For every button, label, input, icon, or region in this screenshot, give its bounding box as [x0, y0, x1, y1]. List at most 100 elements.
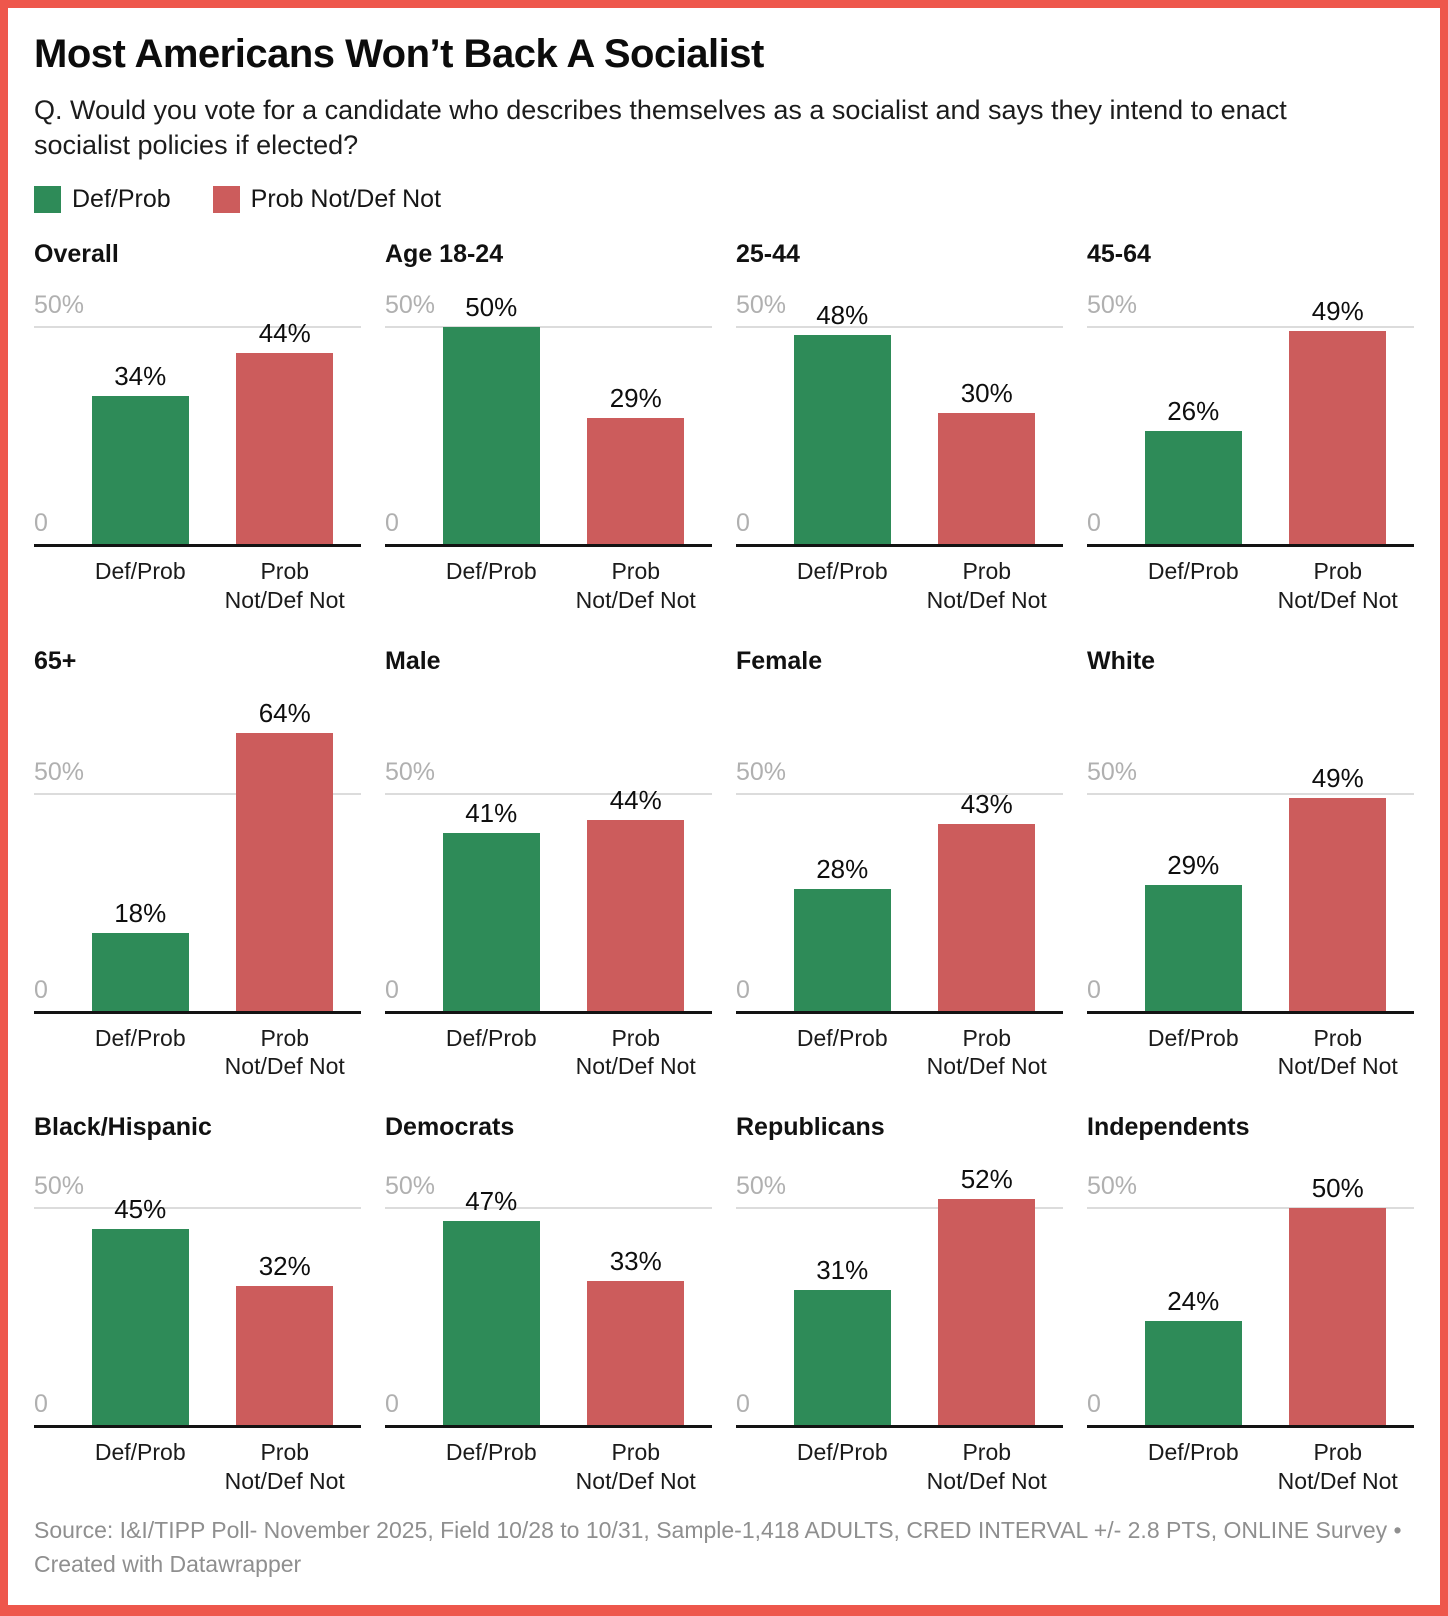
- gridline-50-percent: [1087, 326, 1414, 329]
- legend: Def/Prob Prob Not/Def Not: [34, 185, 1414, 214]
- x-axis-labels: Def/Prob Prob Not/Def Not: [770, 1024, 1059, 1082]
- x-axis-label: Prob Not/Def Not: [1277, 558, 1398, 613]
- panel-republicans: Republicans 50% 0 31% 52% Def/Prob Prob Not/Def…: [736, 1113, 1063, 1496]
- gridline-50-percent: [736, 326, 1063, 329]
- gridline-50-percent: [385, 792, 712, 795]
- bar-value-label: 48%: [816, 300, 869, 331]
- bars-group: 45% 32%: [68, 1156, 358, 1426]
- bars-group: 28% 43%: [770, 690, 1059, 1011]
- x-axis-labels: Def/Prob Prob Not/Def Not: [1121, 1438, 1410, 1496]
- bar-slot: 33%: [564, 1246, 709, 1426]
- panel-25-44: 25-44 50% 0 48% 30% Def/Prob Prob Not/Def Not: [736, 240, 1063, 615]
- x-axis-label: Prob Not/Def Not: [575, 1024, 696, 1080]
- bar-def-prob[interactable]: [793, 335, 891, 545]
- bar-slot: 18%: [68, 900, 213, 1011]
- y-tick-0: 0: [34, 975, 48, 1004]
- bar-prob-not-def-not[interactable]: [1289, 331, 1387, 545]
- bar-prob-not-def-not[interactable]: [587, 418, 685, 545]
- panel-female: Female 50% 0 28% 43% Def/Prob Prob Not/Def Not: [736, 647, 1063, 1082]
- bar-def-prob[interactable]: [442, 832, 540, 1011]
- bar-value-label: 28%: [816, 853, 869, 884]
- panel-plot: 50% 0 41% 44%: [385, 690, 712, 1014]
- y-tick-0: 0: [34, 509, 48, 538]
- x-axis-label: Def/Prob: [94, 1439, 186, 1466]
- y-tick-0: 0: [385, 975, 399, 1004]
- panel-title: Democrats: [385, 1113, 515, 1142]
- bar-slot: 45%: [68, 1196, 213, 1426]
- bar-prob-not-def-not[interactable]: [1289, 1208, 1387, 1426]
- panel-plot: 50% 0 28% 43%: [736, 690, 1063, 1014]
- bar-slot: 30%: [915, 378, 1060, 545]
- bars-group: 24% 50%: [1121, 1156, 1411, 1426]
- panel-plot: 50% 0 29% 49%: [1087, 690, 1414, 1014]
- bar-slot: 26%: [1121, 398, 1266, 545]
- bar-slot: 31%: [770, 1257, 915, 1426]
- bar-slot: 32%: [213, 1253, 358, 1426]
- gridline-50-percent: [1087, 792, 1414, 795]
- bar-slot: 41%: [419, 800, 564, 1011]
- bar-slot: 44%: [213, 320, 358, 545]
- x-axis-label: Prob Not/Def Not: [1277, 1439, 1398, 1494]
- x-axis-labels: Def/Prob Prob Not/Def Not: [68, 557, 357, 615]
- bar-value-label: 43%: [960, 788, 1013, 819]
- bar-prob-not-def-not[interactable]: [236, 732, 334, 1011]
- gridline-50-percent: [385, 326, 712, 329]
- bar-value-label: 44%: [609, 784, 662, 815]
- bars-group: 47% 33%: [419, 1156, 709, 1426]
- bar-prob-not-def-not[interactable]: [587, 1281, 685, 1426]
- gridline-50-percent: [34, 792, 361, 795]
- bar-def-prob[interactable]: [442, 1221, 540, 1426]
- bar-def-prob[interactable]: [1144, 431, 1242, 545]
- bar-def-prob[interactable]: [793, 888, 891, 1011]
- legend-swatch-red: [212, 186, 240, 214]
- y-tick-0: 0: [385, 1390, 399, 1419]
- x-axis-label: Prob Not/Def Not: [926, 1024, 1047, 1080]
- bar-prob-not-def-not[interactable]: [1289, 797, 1387, 1011]
- bar-value-label: 30%: [960, 378, 1013, 409]
- bar-value-label: 29%: [1167, 849, 1220, 880]
- x-axis-label: Def/Prob: [94, 1024, 186, 1051]
- bar-value-label: 50%: [1311, 1173, 1364, 1204]
- y-tick-50: 50%: [385, 757, 436, 786]
- panel-white: White 50% 0 29% 49% Def/Prob Prob Not/Def Not: [1087, 647, 1414, 1082]
- x-axis-label: Def/Prob: [796, 558, 888, 585]
- x-axis-labels: Def/Prob Prob Not/Def Not: [68, 1024, 357, 1082]
- bar-def-prob[interactable]: [793, 1290, 891, 1426]
- x-axis-labels: Def/Prob Prob Not/Def Not: [419, 557, 708, 615]
- bar-slot: 44%: [564, 787, 709, 1011]
- panel-title: White: [1087, 646, 1156, 675]
- chart-subtitle: Q. Would you vote for a candidate who de…: [34, 95, 1287, 161]
- bar-slot: 48%: [770, 300, 915, 545]
- legend-label: Prob Not/Def Not: [250, 185, 442, 214]
- bar-prob-not-def-not[interactable]: [938, 823, 1036, 1011]
- bar-prob-not-def-not[interactable]: [236, 353, 334, 545]
- bar-slot: 50%: [1266, 1173, 1411, 1426]
- bar-prob-not-def-not[interactable]: [587, 819, 685, 1011]
- bar-def-prob[interactable]: [91, 396, 189, 545]
- bar-def-prob[interactable]: [91, 1229, 189, 1426]
- x-axis-label: Prob Not/Def Not: [224, 1439, 345, 1494]
- x-axis-label: Prob Not/Def Not: [575, 1439, 696, 1494]
- x-axis-labels: Def/Prob Prob Not/Def Not: [68, 1438, 357, 1496]
- bar-def-prob[interactable]: [1144, 884, 1242, 1011]
- bar-def-prob[interactable]: [1144, 1321, 1242, 1426]
- bar-def-prob[interactable]: [442, 327, 540, 545]
- bar-value-label: 24%: [1167, 1286, 1220, 1317]
- bar-slot: 47%: [419, 1188, 564, 1426]
- bars-group: 48% 30%: [770, 283, 1060, 545]
- panel-plot: 50% 0 45% 32%: [34, 1156, 361, 1429]
- bar-slot: 28%: [770, 856, 915, 1011]
- bar-slot: 64%: [213, 700, 358, 1011]
- bar-prob-not-def-not[interactable]: [938, 413, 1036, 545]
- panel-age-18-24: Age 18-24 50% 0 50% 29% Def/Prob Prob Not/Def N…: [385, 240, 712, 615]
- x-axis-label: Prob Not/Def Not: [926, 1439, 1047, 1494]
- bar-value-label: 29%: [609, 383, 662, 414]
- panel-overall: Overall 50% 0 34% 44% Def/Prob Prob Not/Def Not: [34, 240, 361, 615]
- bar-prob-not-def-not[interactable]: [236, 1286, 334, 1426]
- bar-value-label: 41%: [465, 797, 518, 828]
- bar-def-prob[interactable]: [91, 932, 189, 1011]
- bar-prob-not-def-not[interactable]: [938, 1199, 1036, 1426]
- bar-value-label: 33%: [609, 1246, 662, 1277]
- y-tick-50: 50%: [1087, 1172, 1138, 1201]
- y-tick-0: 0: [1087, 509, 1101, 538]
